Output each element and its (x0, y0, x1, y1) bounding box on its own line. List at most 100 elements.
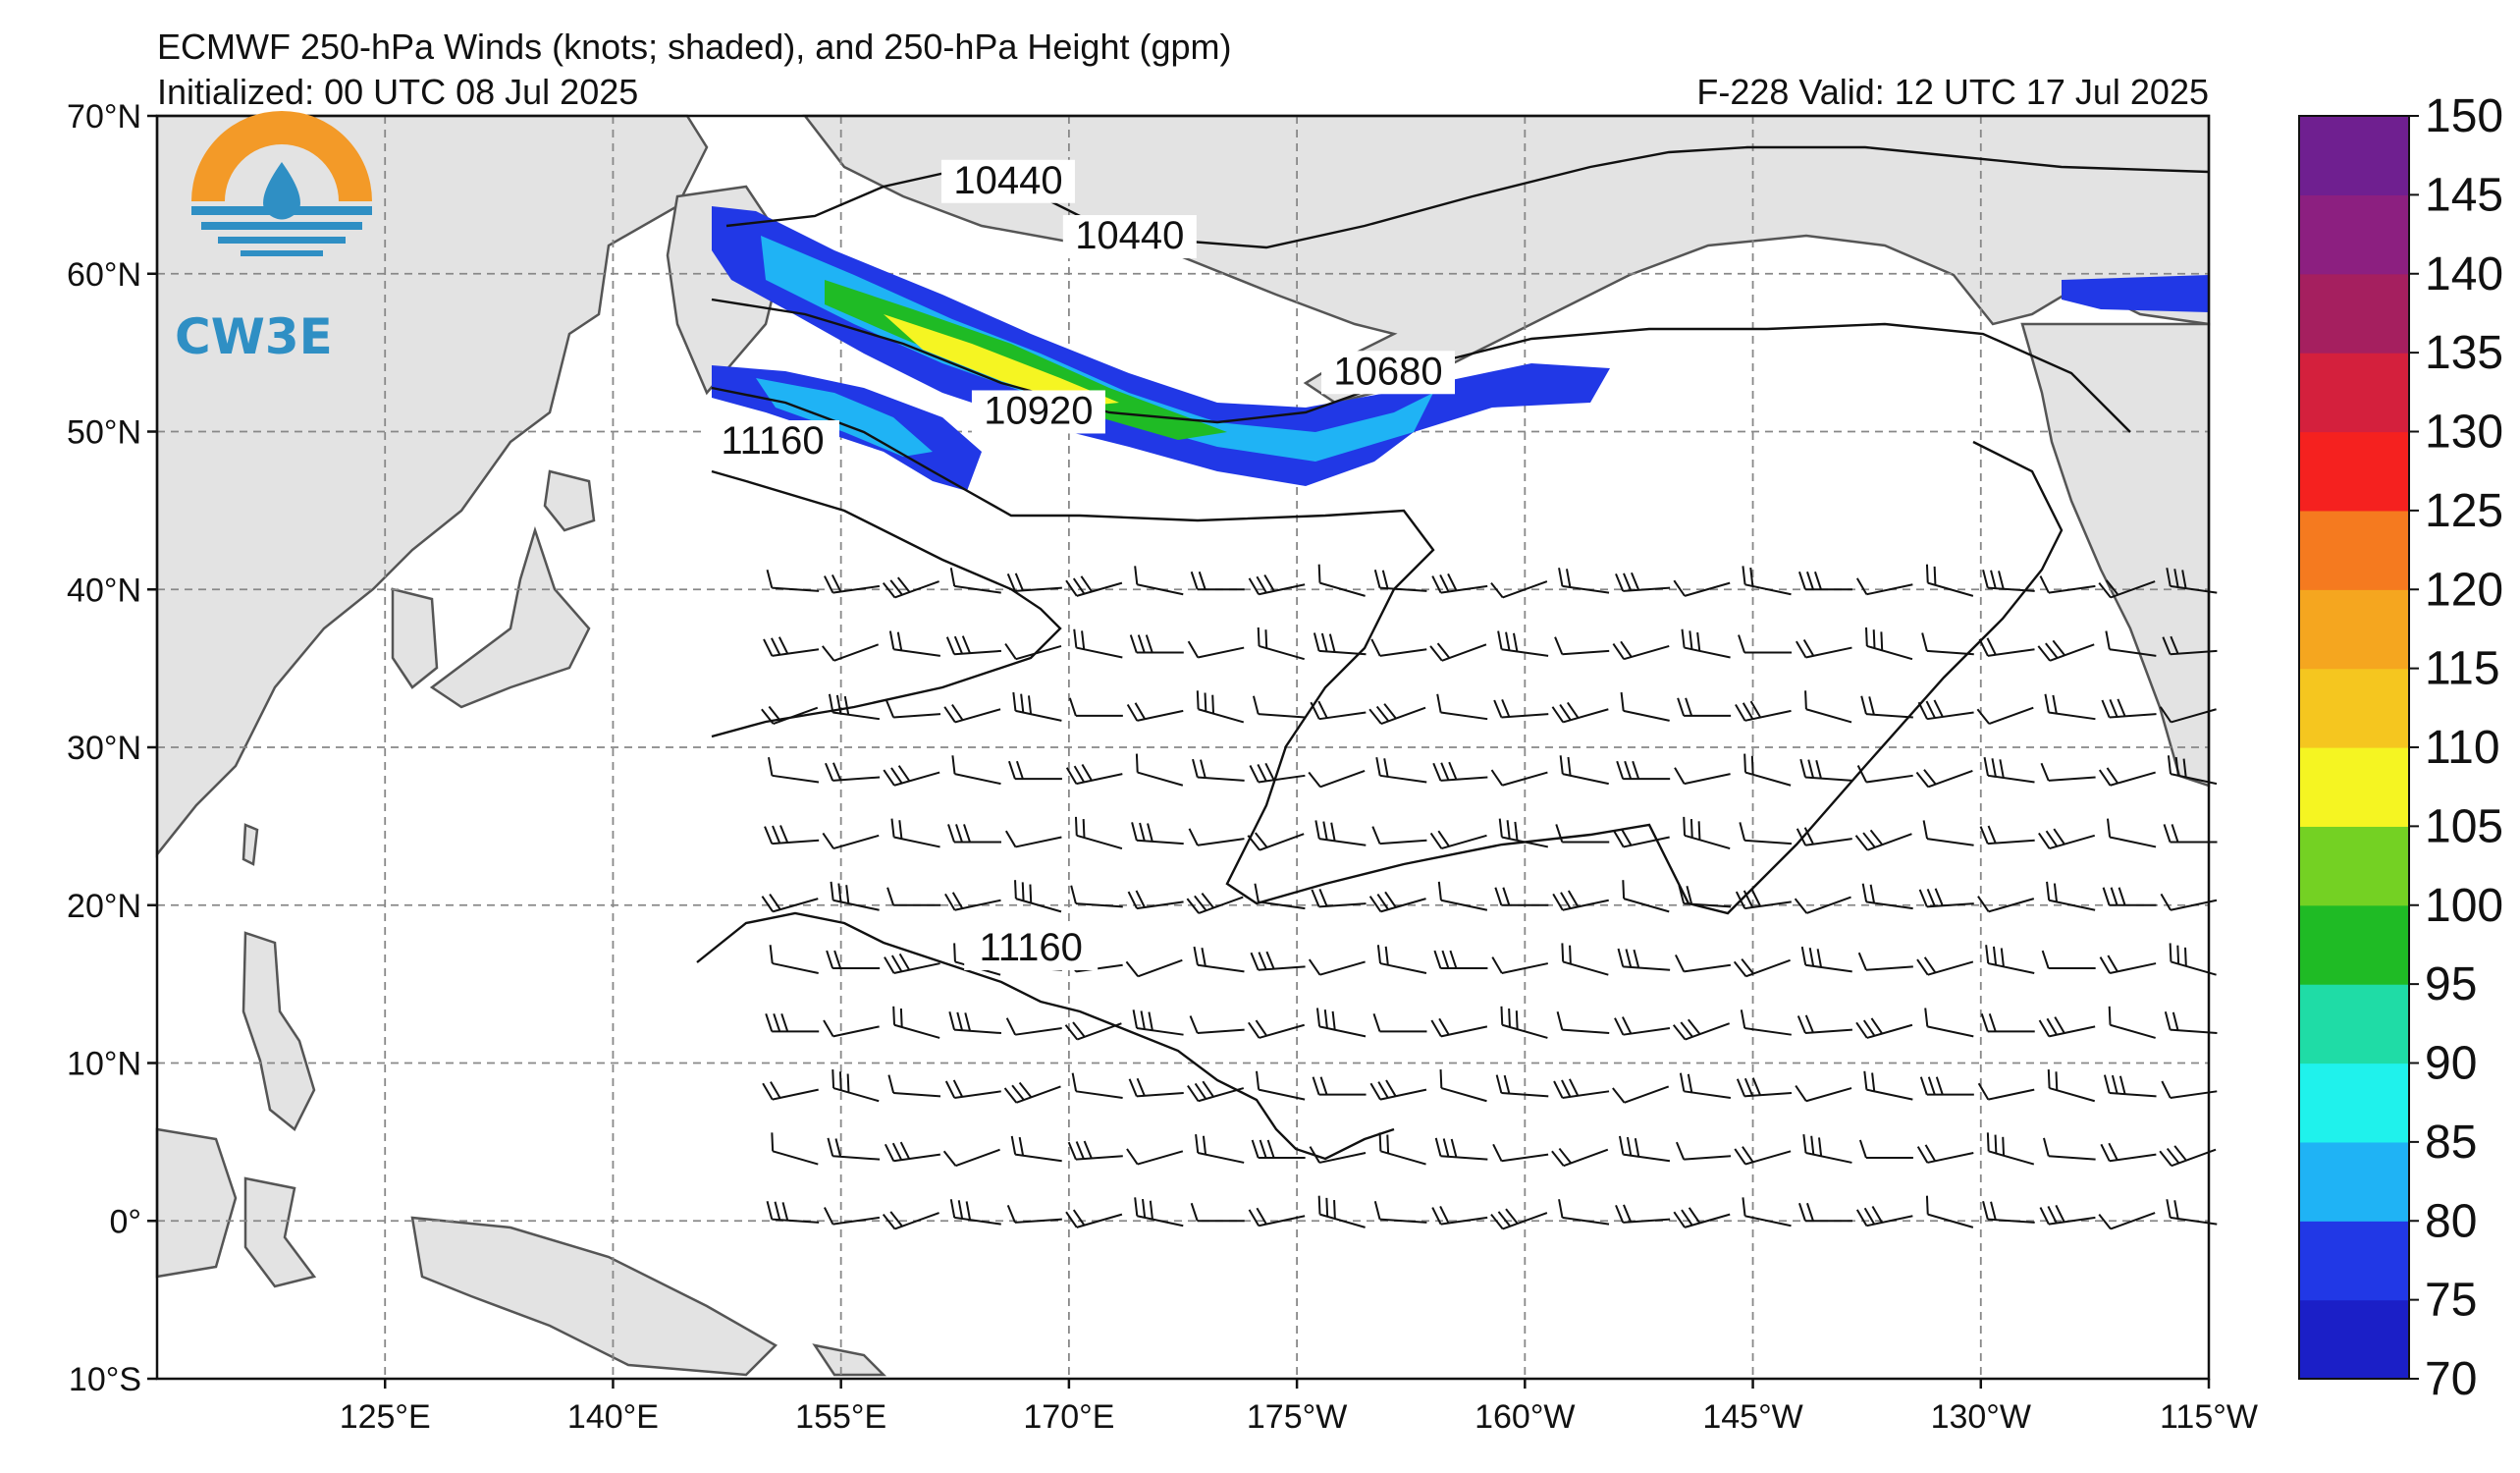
wind-barb (1855, 1206, 1913, 1228)
wind-barb (771, 1132, 819, 1166)
wind-barb (1978, 637, 2035, 657)
wind-barb (1068, 697, 1123, 717)
wind-barb (1559, 755, 1609, 786)
wind-barb (1431, 1206, 1488, 1226)
contour-label-bg (940, 159, 1075, 203)
wind-barb (890, 818, 940, 848)
wind-barb (1980, 1013, 2035, 1033)
wind-barb (1313, 632, 1367, 656)
wind-barb (2047, 1069, 2096, 1103)
wind-barb (1678, 885, 1732, 908)
wind-barb (1127, 890, 1184, 910)
colorbar-label: 85 (2425, 1117, 2477, 1169)
wind-barb (884, 1141, 940, 1163)
wind-barb (2099, 955, 2157, 975)
wind-barb (1915, 769, 1973, 789)
lon-tick-label: 115°W (2160, 1398, 2258, 1436)
colorbar-segment (2299, 353, 2409, 433)
lon-tick-label: 170°E (1023, 1398, 1114, 1436)
colorbar-label: 135 (2425, 327, 2503, 379)
wind-barb (1490, 769, 1548, 787)
wind-barb (1314, 820, 1367, 846)
logo-wave-2 (201, 222, 362, 230)
jet-east-band (2062, 275, 2209, 312)
wind-barb (1556, 1011, 1610, 1035)
colorbar-label: 140 (2425, 248, 2503, 300)
wind-barb (1125, 958, 1183, 978)
wind-barb (1195, 1133, 1245, 1164)
wind-barb (1742, 566, 1792, 596)
wind-barb (1003, 1081, 1061, 1104)
wind-barb (1376, 945, 1427, 975)
colorbar-segment (2299, 194, 2409, 275)
japan-island (429, 525, 591, 709)
wind-barb (1735, 889, 1792, 910)
wind-barb (1916, 1144, 1974, 1164)
wind-barb (1014, 880, 1062, 913)
new-guinea-island (410, 1216, 778, 1377)
wind-barb (1007, 760, 1062, 781)
wind-barb (1012, 691, 1062, 722)
lat-tick-label: 0° (109, 1203, 141, 1240)
colorbar-label: 145 (2425, 169, 2503, 221)
wind-barb (2039, 1204, 2096, 1226)
wind-barb (2038, 828, 2096, 850)
wind-barb (1679, 1072, 1732, 1099)
lat-tick-label: 40°N (67, 572, 141, 609)
wind-barb (2098, 579, 2156, 599)
colorbar-label: 70 (2425, 1353, 2477, 1405)
wind-barb (1796, 639, 1852, 659)
colorbar-segment (2299, 984, 2409, 1064)
wind-barb (1490, 580, 1548, 599)
wind-barb (1378, 1132, 1426, 1166)
colorbar: 70 75 80 85 90 95 100 105 110 115 120 125 130 135 140 1… (2298, 90, 2503, 1405)
colorbar-segment (2299, 1141, 2409, 1222)
wind-barb (764, 825, 820, 846)
wind-barb (1616, 760, 1671, 781)
wind-barb (830, 881, 880, 911)
wind-barb (1551, 701, 1609, 724)
jet-core-band-cyan (761, 236, 1433, 462)
wind-barb (883, 765, 940, 787)
wind-barb (1373, 1200, 1427, 1224)
wind-barb (882, 576, 939, 599)
cw3e-logo: CW3E (175, 111, 372, 365)
wind-barb (1922, 820, 1974, 846)
wind-barb (1074, 816, 1123, 850)
wind-barb (1431, 573, 1488, 594)
wind-barb (763, 636, 820, 657)
wind-barb (1006, 573, 1062, 592)
wind-barb (1855, 1017, 1913, 1039)
wind-barb (1615, 572, 1671, 592)
wind-barb (1857, 952, 1913, 971)
wind-barb (1865, 627, 1913, 661)
wind-barb (1500, 1006, 1548, 1039)
wind-barb (945, 635, 1002, 656)
wind-barb (1247, 832, 1305, 851)
wind-barb (1555, 824, 1610, 844)
colorbar-label: 100 (2425, 880, 2503, 932)
logo-text: CW3E (175, 308, 333, 365)
wind-barb (1561, 943, 1609, 976)
wind-barb (1064, 1021, 1122, 1041)
wind-barb (1129, 634, 1184, 654)
sulawesi-island (243, 1176, 317, 1288)
lon-tick-label: 145°W (1702, 1398, 1802, 1436)
wind-barb (949, 1199, 1001, 1226)
contour-10920 (711, 386, 2064, 915)
wind-barb (1985, 945, 2035, 975)
philippines (241, 931, 316, 1131)
wind-barb (1863, 1070, 1913, 1101)
wind-barb (1673, 1207, 1731, 1228)
wind-barb (1004, 830, 1062, 848)
wind-barb (1192, 758, 1245, 782)
graticule (157, 116, 2209, 1379)
wind-barb (2039, 575, 2096, 594)
contour-label-bg (964, 927, 1099, 971)
wind-barb (766, 569, 820, 592)
colorbar-segment (2299, 431, 2409, 512)
wind-barb (2038, 1016, 2096, 1038)
map-panel: 10440 10440 10680 10920 11160 11160 (155, 114, 2218, 1381)
wind-barb (1250, 951, 1306, 971)
wind-barb (1248, 1019, 1305, 1039)
